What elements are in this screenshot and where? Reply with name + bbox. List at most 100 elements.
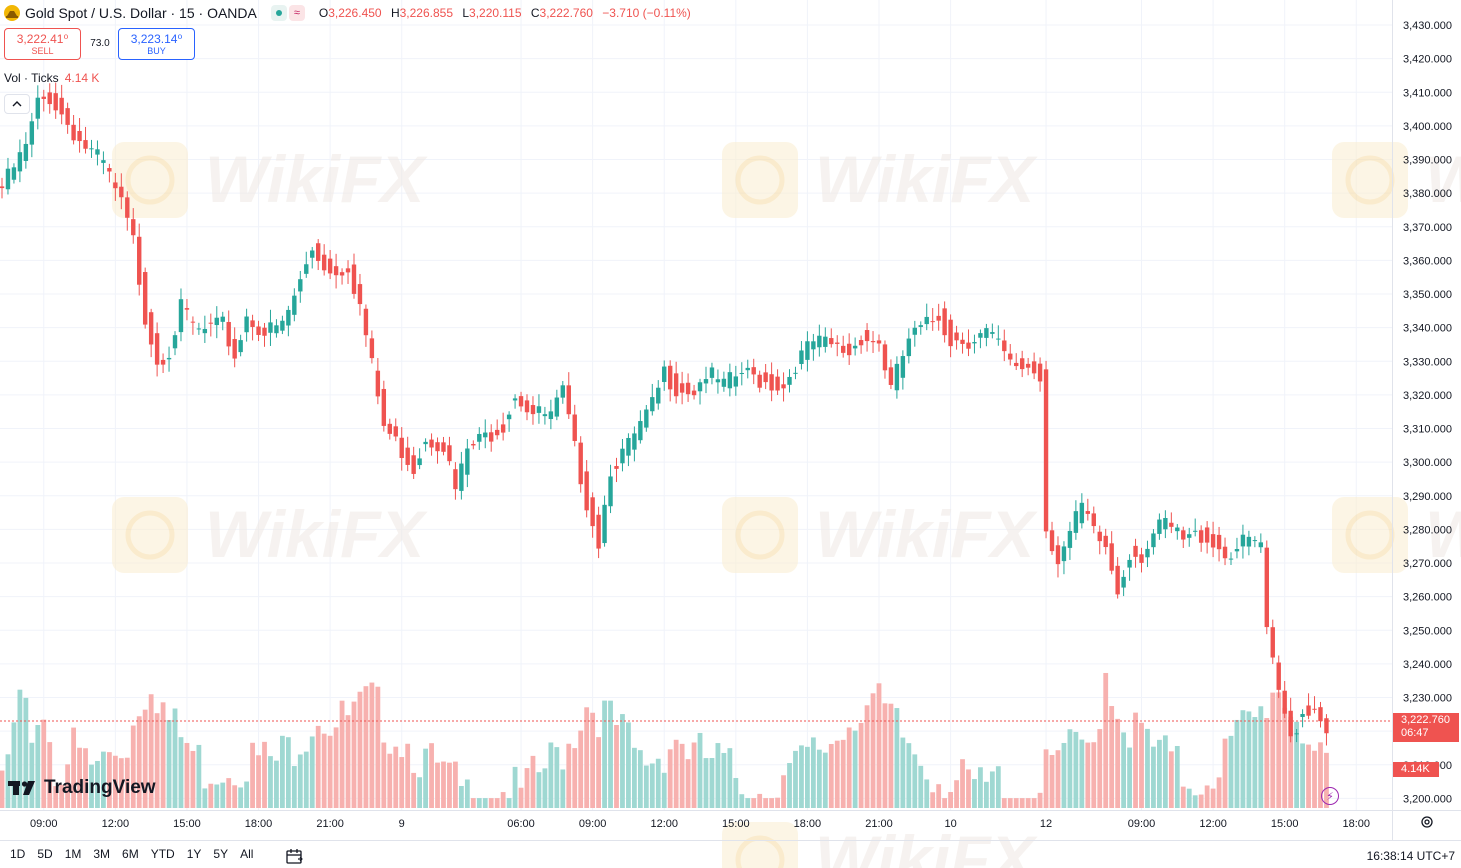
candle-body: [715, 379, 721, 383]
range-3m[interactable]: 3M: [93, 847, 111, 861]
gear-icon[interactable]: [1419, 814, 1435, 830]
candle-body: [554, 397, 560, 417]
candle-body: [1121, 576, 1126, 588]
candle-body: [393, 426, 398, 437]
volume-bar: [1061, 742, 1067, 808]
candle-body: [823, 336, 828, 347]
close-value: 3,222.760: [539, 6, 593, 20]
volume-bar: [458, 786, 464, 808]
volume-bar: [178, 737, 184, 808]
volume-bar: [142, 709, 148, 808]
range-1d[interactable]: 1D: [10, 847, 26, 861]
lightning-icon[interactable]: ⚡: [1321, 787, 1339, 805]
volume-bar: [435, 762, 440, 808]
price-tick-label: 3,410.000: [1403, 87, 1452, 99]
watermark: WikiFX: [1332, 497, 1461, 573]
candle-body: [1246, 536, 1252, 547]
candle-body: [596, 514, 601, 549]
candle-body: [590, 497, 595, 527]
price-tick-label: 3,420.000: [1403, 54, 1452, 66]
candle-body: [542, 414, 548, 417]
candle-body: [1228, 558, 1234, 560]
volume-bar: [1216, 777, 1222, 808]
volume-bars: [0, 672, 1329, 808]
range-6m[interactable]: 6M: [122, 847, 139, 861]
data-mode-icon[interactable]: ≈: [288, 5, 305, 21]
volume-bar: [244, 781, 250, 808]
volume-bar: [542, 768, 548, 808]
range-5y[interactable]: 5Y: [213, 847, 229, 861]
range-all[interactable]: All: [240, 847, 254, 861]
volume-bar: [584, 707, 590, 808]
svg-text:WikiFX: WikiFX: [815, 822, 1038, 868]
candle-body: [1025, 363, 1031, 368]
range-5d[interactable]: 5D: [37, 847, 53, 861]
sell-label: SELL: [31, 45, 54, 56]
bar-countdown: 06:47: [1401, 727, 1429, 739]
volume-bar: [572, 748, 578, 808]
candle-body: [1222, 546, 1228, 559]
candle-body: [846, 343, 852, 356]
range-ytd[interactable]: YTD: [150, 847, 175, 861]
volume-bar: [500, 792, 506, 808]
volume-bar: [727, 748, 733, 808]
clock-readout[interactable]: 16:38:14 UTC+7: [1366, 849, 1455, 863]
range-1y[interactable]: 1Y: [186, 847, 202, 861]
candle-body: [131, 219, 136, 236]
volume-bar: [810, 737, 816, 808]
volume-bar: [1234, 719, 1240, 808]
price-axis[interactable]: 3,430.000 3,420.000 3,410.000 3,400.000 3,39…: [1403, 20, 1452, 805]
candle-body: [23, 143, 29, 161]
candle-body: [1300, 713, 1305, 717]
volume-bar: [1306, 744, 1311, 808]
sell-button[interactable]: 3,222.41⁰ SELL: [4, 28, 81, 60]
market-status-icon[interactable]: [270, 5, 287, 21]
candle-body: [172, 335, 178, 349]
volume-bar: [518, 787, 524, 808]
candle-body: [1169, 522, 1174, 527]
candle-body: [333, 266, 339, 276]
buy-button[interactable]: 3,223.14⁰ BUY: [118, 28, 195, 60]
candle-body: [662, 366, 667, 382]
volume-legend[interactable]: Vol · Ticks 4.14 K: [4, 71, 99, 85]
volume-bar: [423, 748, 428, 808]
volume-bar: [1186, 788, 1192, 808]
candle-body: [483, 432, 488, 438]
time-tick-label: 21:00: [865, 818, 893, 830]
candle-body: [864, 330, 870, 342]
volume-bar: [805, 746, 810, 808]
price-tick-label: 3,250.000: [1403, 625, 1452, 637]
watermark: WikiFX: [722, 142, 1038, 218]
volume-bar: [739, 794, 745, 808]
volume-bar: [769, 798, 775, 808]
time-axis[interactable]: 09:00 12:00 15:00 18:00 21:00 9 06:00 09:00 12:0…: [30, 818, 1370, 830]
range-1m[interactable]: 1M: [64, 847, 82, 861]
candle-body: [721, 378, 727, 387]
volume-bar: [1109, 706, 1115, 808]
candle-body: [870, 341, 876, 343]
candle-body: [572, 414, 577, 441]
symbol-title[interactable]: Gold Spot / U.S. Dollar · 15 · OANDA: [25, 5, 257, 21]
candle-body: [1049, 530, 1055, 552]
candle-body: [125, 197, 130, 218]
candle-body: [262, 327, 267, 336]
price-tick-label: 3,200.000: [1403, 793, 1452, 805]
candle-body: [697, 382, 703, 392]
candle-body: [757, 374, 762, 388]
candle-body: [345, 268, 351, 273]
candle-body: [1181, 530, 1186, 540]
collapse-legend-button[interactable]: [4, 94, 30, 114]
candle-body: [787, 376, 792, 385]
candle-body: [1240, 534, 1246, 547]
volume-bar: [721, 752, 727, 808]
tradingview-logo-text: TradingView: [44, 777, 156, 798]
candle-body: [363, 308, 369, 336]
volume-bar: [1073, 731, 1079, 808]
calendar-icon[interactable]: [286, 848, 304, 864]
tradingview-logo[interactable]: TradingView: [8, 777, 156, 799]
volume-bar: [399, 757, 405, 808]
volume-bar: [715, 743, 721, 808]
volume-bar: [978, 767, 983, 808]
price-tick-label: 3,330.000: [1403, 356, 1452, 368]
